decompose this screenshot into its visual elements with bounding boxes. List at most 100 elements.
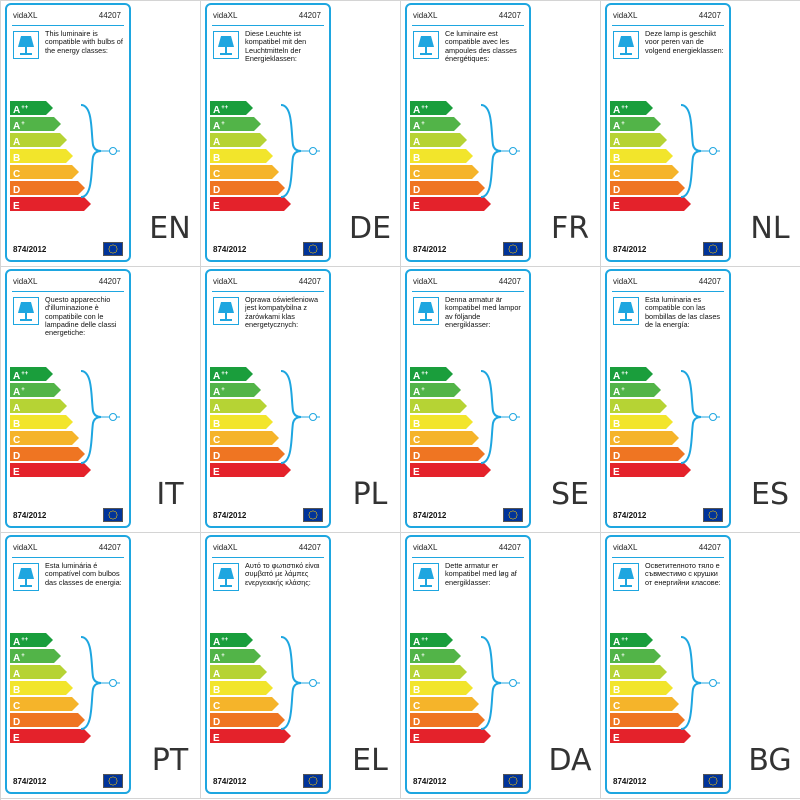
energy-class-sup: + [221, 653, 225, 659]
energy-class-arrow [10, 713, 85, 727]
energy-class-arrow [10, 431, 79, 445]
bracket-bulb-icon [680, 636, 720, 730]
energy-class-letter: C [213, 169, 221, 180]
compatibility-text: Esta luminária é compatível com bulbos d… [45, 561, 122, 587]
energy-class-bar: D [410, 447, 486, 462]
energy-class-bar: E [610, 729, 692, 744]
energy-class-letter: A [213, 669, 221, 680]
energy-class-sup: + [221, 121, 225, 127]
energy-class-letter: E [413, 733, 420, 744]
product-code: 44207 [698, 543, 721, 552]
lamp-icon [613, 31, 639, 59]
brand-name: vidaXL [413, 11, 438, 20]
energy-class-scale: A++ A+ A B C D [410, 367, 492, 479]
regulation-number: 874/2012 [613, 511, 647, 520]
energy-class-arrow [410, 633, 453, 647]
energy-class-arrow [410, 399, 467, 413]
eu-flag-icon [303, 242, 323, 256]
energy-class-arrow [10, 415, 73, 429]
energy-class-bar: E [10, 197, 92, 212]
energy-class-letter: A [413, 137, 421, 148]
header-divider [12, 291, 124, 292]
energy-class-letter: A+ [13, 387, 25, 398]
lamp-icon [213, 31, 239, 59]
energy-class-arrow [610, 463, 691, 477]
energy-class-arrow [210, 399, 267, 413]
energy-class-letter: D [13, 185, 21, 196]
energy-class-letter: B [613, 685, 621, 696]
energy-class-letter: E [613, 201, 620, 212]
energy-class-letter: D [13, 451, 21, 462]
brand-name: vidaXL [213, 11, 238, 20]
energy-class-bar: E [210, 197, 292, 212]
energy-class-arrow [410, 463, 491, 477]
energy-class-letter: A++ [213, 371, 229, 382]
energy-class-letter: A [413, 403, 421, 414]
language-code: DE [348, 211, 392, 246]
energy-class-sup: ++ [421, 371, 429, 377]
brand-name: vidaXL [13, 543, 38, 552]
energy-class-bar: A++ [10, 367, 54, 382]
regulation-number: 874/2012 [213, 511, 247, 520]
lamp-icon [13, 297, 39, 325]
energy-class-arrow [410, 197, 491, 211]
lamp-icon [613, 297, 639, 325]
energy-class-bar: A++ [10, 633, 54, 648]
compatibility-text: Αυτό το φωτιστικό είναι συμβατό με λάμπε… [245, 561, 320, 587]
language-code: SE [551, 477, 589, 512]
compatibility-text: Oprawa oświetleniowa jest kompatybilna z… [245, 295, 319, 329]
energy-class-bar: D [10, 447, 86, 462]
energy-class-letter: E [13, 467, 20, 478]
energy-class-letter: E [413, 201, 420, 212]
energy-class-arrow [410, 447, 485, 461]
energy-class-letter: C [413, 435, 421, 446]
compatibility-text: Осветителното тяло е съвместимо с крушки… [645, 561, 721, 587]
energy-class-bar: A+ [610, 649, 662, 664]
energy-class-letter: A++ [413, 105, 429, 116]
energy-label-card: vidaXL 44207 Dette armatur er kompatibel… [405, 535, 531, 794]
energy-class-letter: E [13, 733, 20, 744]
brand-name: vidaXL [613, 543, 638, 552]
energy-class-bar: A [410, 399, 468, 414]
energy-class-bar: A+ [410, 117, 462, 132]
bracket-bulb-icon [80, 104, 120, 198]
energy-label-card: vidaXL 44207 Esta luminaria es compatibl… [605, 269, 731, 528]
energy-class-letter: A [613, 137, 621, 148]
bracket-bulb-icon [480, 636, 520, 730]
product-code: 44207 [98, 11, 121, 20]
energy-class-bar: C [610, 431, 680, 446]
energy-class-letter: B [13, 153, 21, 164]
label-cell-bg: vidaXL 44207 Осветителното тяло е съвмес… [601, 533, 800, 799]
product-code: 44207 [698, 11, 721, 20]
energy-class-scale: A++ A+ A B C D [610, 367, 692, 479]
energy-class-arrow [10, 197, 91, 211]
header-divider [612, 557, 724, 558]
energy-class-bar: C [10, 697, 80, 712]
energy-class-bar: C [10, 431, 80, 446]
energy-class-letter: C [613, 701, 621, 712]
energy-class-arrow [610, 729, 691, 743]
energy-class-scale: A++ A+ A B C D [10, 633, 92, 745]
energy-class-arrow [210, 665, 267, 679]
label-cell-de: vidaXL 44207 Diese Leuchte ist kompatibe… [201, 1, 401, 267]
energy-class-arrow [410, 383, 461, 397]
energy-class-arrow [410, 367, 453, 381]
energy-class-arrow [210, 197, 291, 211]
energy-class-sup: + [21, 121, 25, 127]
energy-class-letter: A+ [413, 387, 425, 398]
energy-class-bar: D [410, 713, 486, 728]
eu-flag-icon [303, 508, 323, 522]
energy-class-bar: C [210, 431, 280, 446]
product-code: 44207 [298, 543, 321, 552]
eu-flag-icon [503, 774, 523, 788]
language-code: EN [149, 211, 191, 246]
bracket-bulb-icon [480, 370, 520, 464]
energy-class-bar: E [410, 729, 492, 744]
energy-class-arrow [410, 165, 479, 179]
energy-class-sup: ++ [621, 637, 629, 643]
eu-flag-icon [103, 508, 123, 522]
energy-class-arrow [410, 431, 479, 445]
energy-class-bar: A++ [610, 633, 654, 648]
energy-class-letter: C [413, 169, 421, 180]
energy-class-arrow [410, 649, 461, 663]
